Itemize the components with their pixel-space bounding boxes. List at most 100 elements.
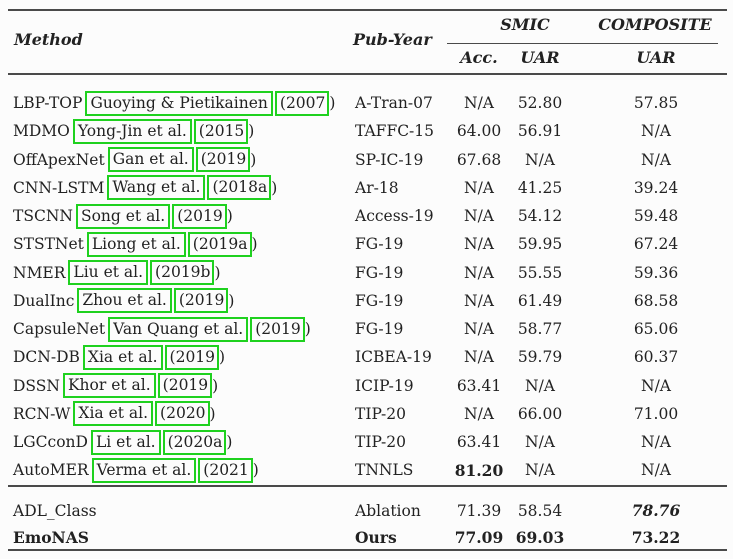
citation-authors: Khor et al. xyxy=(67,376,151,395)
method-cell: OffApexNet Gan et al. (2019 ) xyxy=(13,146,256,174)
citation-authors: Verma et al. xyxy=(96,460,192,479)
citation-authors-annotation-box[interactable]: Liu et al. xyxy=(68,260,149,286)
composite-uar-cell: 60.37 xyxy=(633,348,679,367)
citation-year-annotation-box[interactable]: (2020 xyxy=(155,401,210,427)
composite-uar-cell: N/A xyxy=(641,376,671,395)
smic-acc-cell: N/A xyxy=(464,178,494,197)
citation-year-annotation-box[interactable]: (2019a xyxy=(187,231,252,257)
table-row: MDMO Yong-Jin et al. (2015 ) TAFFC-15 64… xyxy=(0,117,733,145)
citation-authors: Yong-Jin et al. xyxy=(77,121,187,140)
citation-authors-annotation-box[interactable]: Wang et al. xyxy=(107,175,206,201)
citation-authors-annotation-box[interactable]: Yong-Jin et al. xyxy=(72,118,192,144)
citation-year-annotation-box[interactable]: (2019 xyxy=(195,147,251,173)
composite-uar-cell: 71.00 xyxy=(633,404,679,423)
table-row: LGCconD Li et al. (2020a ) TIP-20 63.41 … xyxy=(0,428,733,456)
closing-paren: ) xyxy=(219,348,226,367)
citation-year-annotation-box[interactable]: (2007 xyxy=(274,90,330,116)
smic-acc-cell: 81.20 xyxy=(454,460,504,480)
closing-paren: ) xyxy=(250,150,257,169)
citation-year-annotation-box[interactable]: (2020a xyxy=(162,429,227,455)
citation-authors-annotation-box[interactable]: Xia et al. xyxy=(82,344,163,370)
method-cell: DCN-DB Xia et al. (2019 ) xyxy=(13,343,225,371)
citation-year: (2019b xyxy=(155,263,211,282)
smic-acc-cell: N/A xyxy=(464,348,494,367)
pub-year-cell: SP-IC-19 xyxy=(355,150,424,169)
table-body: LBP-TOP Guoying & Pietikainen (2007 ) A-… xyxy=(0,89,733,485)
citation-year-annotation-box[interactable]: (2019 xyxy=(164,344,220,370)
method-cell: ADL_Class xyxy=(13,501,97,520)
citation-year: (2019 xyxy=(178,291,225,310)
citation-year-annotation-box[interactable]: (2019b xyxy=(150,260,215,286)
citation-year-annotation-box[interactable]: (2018a xyxy=(207,175,272,201)
citation-year: (2019 xyxy=(177,206,223,225)
pub-year-cell: TIP-20 xyxy=(355,404,407,423)
table-row-ablation: ADL_Class Ablation 71.39 58.54 78.76 xyxy=(0,497,733,524)
method-name: STSTNet xyxy=(13,235,84,254)
smic-uar-cell: 69.03 xyxy=(515,528,565,547)
citation-authors: Song et al. xyxy=(80,206,166,225)
composite-uar-cell: N/A xyxy=(641,150,671,169)
citation-year-annotation-box[interactable]: (2019 xyxy=(157,373,213,399)
citation-authors-annotation-box[interactable]: Khor et al. xyxy=(62,373,156,399)
closing-paren: ) xyxy=(214,263,221,282)
citation-authors: Xia et al. xyxy=(78,404,149,423)
smic-uar-cell: 55.55 xyxy=(517,263,563,282)
citation-authors-annotation-box[interactable]: Liong et al. xyxy=(86,231,186,257)
method-cell: NMER Liu et al. (2019b ) xyxy=(13,259,221,287)
smic-acc-cell: 64.00 xyxy=(456,122,502,141)
composite-uar-cell: 57.85 xyxy=(633,94,679,113)
citation-year-annotation-box[interactable]: (2019 xyxy=(172,203,227,229)
smic-acc-cell: 63.41 xyxy=(456,376,502,395)
method-cell: MDMO Yong-Jin et al. (2015 ) xyxy=(13,117,254,145)
citation-authors-annotation-box[interactable]: Xia et al. xyxy=(73,401,154,427)
citation-year: (2020 xyxy=(160,404,206,423)
citation-year-annotation-box[interactable]: (2015 xyxy=(193,118,249,144)
method-cell: CapsuleNet Van Quang et al. (2019 ) xyxy=(13,315,311,343)
citation-year: (2019 xyxy=(200,150,247,169)
smic-acc-cell: N/A xyxy=(464,404,494,423)
pub-year-cell: A-Tran-07 xyxy=(355,94,433,113)
smic-uar-cell: 58.77 xyxy=(517,320,563,339)
body-footer-separator-rule xyxy=(8,485,727,487)
pub-year-cell: TIP-20 xyxy=(355,433,407,452)
smic-uar-cell: 61.49 xyxy=(517,291,563,310)
citation-authors: Xia et al. xyxy=(87,347,158,366)
method-cell: EmoNAS xyxy=(13,528,89,547)
citation-year: (2021 xyxy=(203,460,249,479)
closing-paren: ) xyxy=(271,178,278,197)
citation-authors: Liong et al. xyxy=(91,234,181,253)
table-row: NMER Liu et al. (2019b ) FG-19 N/A 55.55… xyxy=(0,259,733,287)
table-row: LBP-TOP Guoying & Pietikainen (2007 ) A-… xyxy=(0,89,733,117)
citation-authors-annotation-box[interactable]: Zhou et al. xyxy=(77,288,172,314)
table-row: DSSN Khor et al. (2019 ) ICIP-19 63.41 N… xyxy=(0,372,733,400)
column-group-header-smic: SMIC xyxy=(500,15,550,34)
smic-uar-cell: N/A xyxy=(525,376,555,395)
citation-authors-annotation-box[interactable]: Song et al. xyxy=(75,203,171,229)
citation-year-annotation-box[interactable]: (2019 xyxy=(173,288,229,314)
citation-year-annotation-box[interactable]: (2021 xyxy=(198,457,253,483)
smic-acc-cell: 67.68 xyxy=(456,150,502,169)
citation-authors: Liu et al. xyxy=(73,263,144,282)
citation-authors: Guoying & Pietikainen xyxy=(90,93,268,112)
pub-year-cell: Ours xyxy=(355,528,397,547)
column-header-uar-composite: UAR xyxy=(636,48,676,67)
composite-uar-cell: 59.36 xyxy=(633,263,679,282)
pub-year-cell: FG-19 xyxy=(355,291,404,310)
smic-uar-cell: N/A xyxy=(525,150,555,169)
closing-paren: ) xyxy=(226,207,233,226)
citation-authors-annotation-box[interactable]: Guoying & Pietikainen xyxy=(85,90,273,116)
table-row: DualInc Zhou et al. (2019 ) FG-19 N/A 61… xyxy=(0,287,733,315)
citation-authors-annotation-box[interactable]: Van Quang et al. xyxy=(108,316,249,342)
citation-authors-annotation-box[interactable]: Gan et al. xyxy=(107,147,194,173)
citation-authors-annotation-box[interactable]: Verma et al. xyxy=(91,457,197,483)
citation-year-annotation-box[interactable]: (2019 xyxy=(250,316,305,342)
method-name: DSSN xyxy=(13,376,60,395)
method-name: TSCNN xyxy=(13,207,73,226)
method-name: DCN-DB xyxy=(13,348,80,367)
composite-uar-cell: 59.48 xyxy=(633,207,679,226)
composite-uar-cell: N/A xyxy=(641,122,671,141)
pub-year-cell: FG-19 xyxy=(355,235,404,254)
pub-year-cell: ICIP-19 xyxy=(355,376,414,395)
closing-paren: ) xyxy=(248,122,255,141)
citation-authors-annotation-box[interactable]: Li et al. xyxy=(90,429,161,455)
